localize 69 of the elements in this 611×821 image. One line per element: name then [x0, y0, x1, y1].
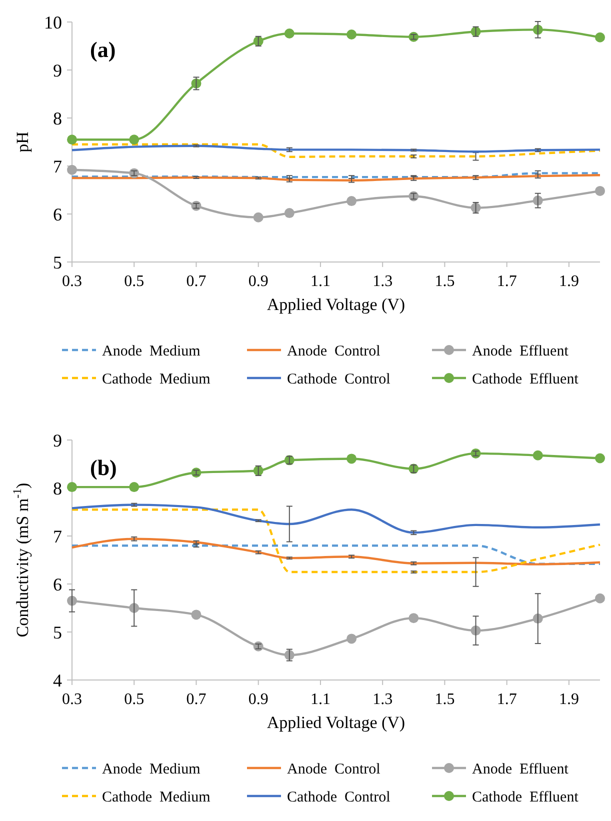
point	[129, 134, 140, 145]
legend-label: Cathode Medium	[102, 371, 211, 388]
legend-label: Anode Control	[287, 761, 380, 778]
point	[67, 134, 77, 145]
point	[284, 208, 294, 218]
y-tick-label: 6	[53, 204, 62, 224]
text: (b)	[90, 455, 117, 480]
point	[346, 634, 357, 644]
line-series	[70, 508, 602, 574]
y-tick-label: 4	[53, 670, 62, 690]
legend-label: Anode Control	[287, 343, 380, 360]
x-tick-label: 0.9	[248, 273, 268, 290]
point	[129, 482, 140, 492]
x-tick-label: 1.5	[434, 273, 455, 290]
line-series	[70, 538, 602, 566]
point	[532, 450, 543, 460]
legend-label: Anode Medium	[102, 761, 201, 778]
line-series	[70, 504, 602, 534]
point	[253, 212, 264, 222]
x-tick-label: 1.9	[558, 273, 579, 290]
point	[346, 454, 357, 464]
x-axis-title: Applied Voltage (V)	[266, 713, 406, 732]
legend-label: Cathode Medium	[102, 789, 211, 806]
y-tick-label: 6	[53, 574, 62, 594]
point	[595, 32, 605, 42]
y-axis-title: pH	[13, 132, 32, 152]
point	[595, 593, 605, 604]
y-tick-label: 10	[44, 12, 62, 32]
legend-label: Cathode Effluent	[472, 789, 580, 806]
legend-label: Anode Medium	[102, 343, 201, 360]
x-tick-label: 1.3	[372, 691, 393, 708]
y-tick-label: 5	[53, 252, 62, 272]
x-tick-label: 0.7	[186, 691, 206, 708]
x-tick-label: 1.3	[372, 273, 393, 290]
point	[595, 453, 605, 464]
point	[67, 164, 77, 175]
point	[595, 186, 605, 196]
x-tick-label: 0.3	[62, 691, 82, 708]
x-tick-label: 1.7	[496, 273, 517, 290]
point	[191, 610, 202, 620]
y-tick-label: 9	[53, 430, 62, 450]
legend-label: Anode Effluent	[472, 343, 570, 360]
y-tick-label: 8	[53, 478, 62, 498]
x-tick-label: 1.1	[310, 273, 330, 290]
legend-label: Cathode Control	[287, 789, 390, 806]
point	[284, 28, 294, 39]
y-tick-label: 7	[53, 156, 62, 176]
y-tick-label: 9	[53, 60, 62, 80]
x-tick-label: 0.9	[248, 691, 268, 708]
point	[346, 196, 357, 206]
legend-label: Cathode Control	[287, 371, 390, 388]
x-tick-label: 1.1	[310, 691, 330, 708]
x-tick-label: 0.5	[124, 691, 144, 708]
x-tick-label: 1.9	[558, 691, 579, 708]
point	[408, 613, 419, 624]
x-tick-label: 1.7	[496, 691, 517, 708]
x-tick-label: 0.7	[186, 273, 206, 290]
point	[67, 482, 77, 492]
text: (a)	[90, 37, 116, 62]
x-tick-label: 1.5	[434, 691, 455, 708]
point	[346, 29, 357, 40]
x-tick-label: 0.3	[62, 273, 82, 290]
x-axis-title: Applied Voltage (V)	[266, 295, 406, 314]
legend-label: Cathode Effluent	[472, 371, 580, 388]
x-tick-label: 0.5	[124, 273, 144, 290]
y-tick-label: 7	[53, 526, 62, 546]
y-tick-label: 5	[53, 622, 62, 642]
y-tick-label: 8	[53, 108, 62, 128]
legend-label: Anode Effluent	[472, 761, 570, 778]
